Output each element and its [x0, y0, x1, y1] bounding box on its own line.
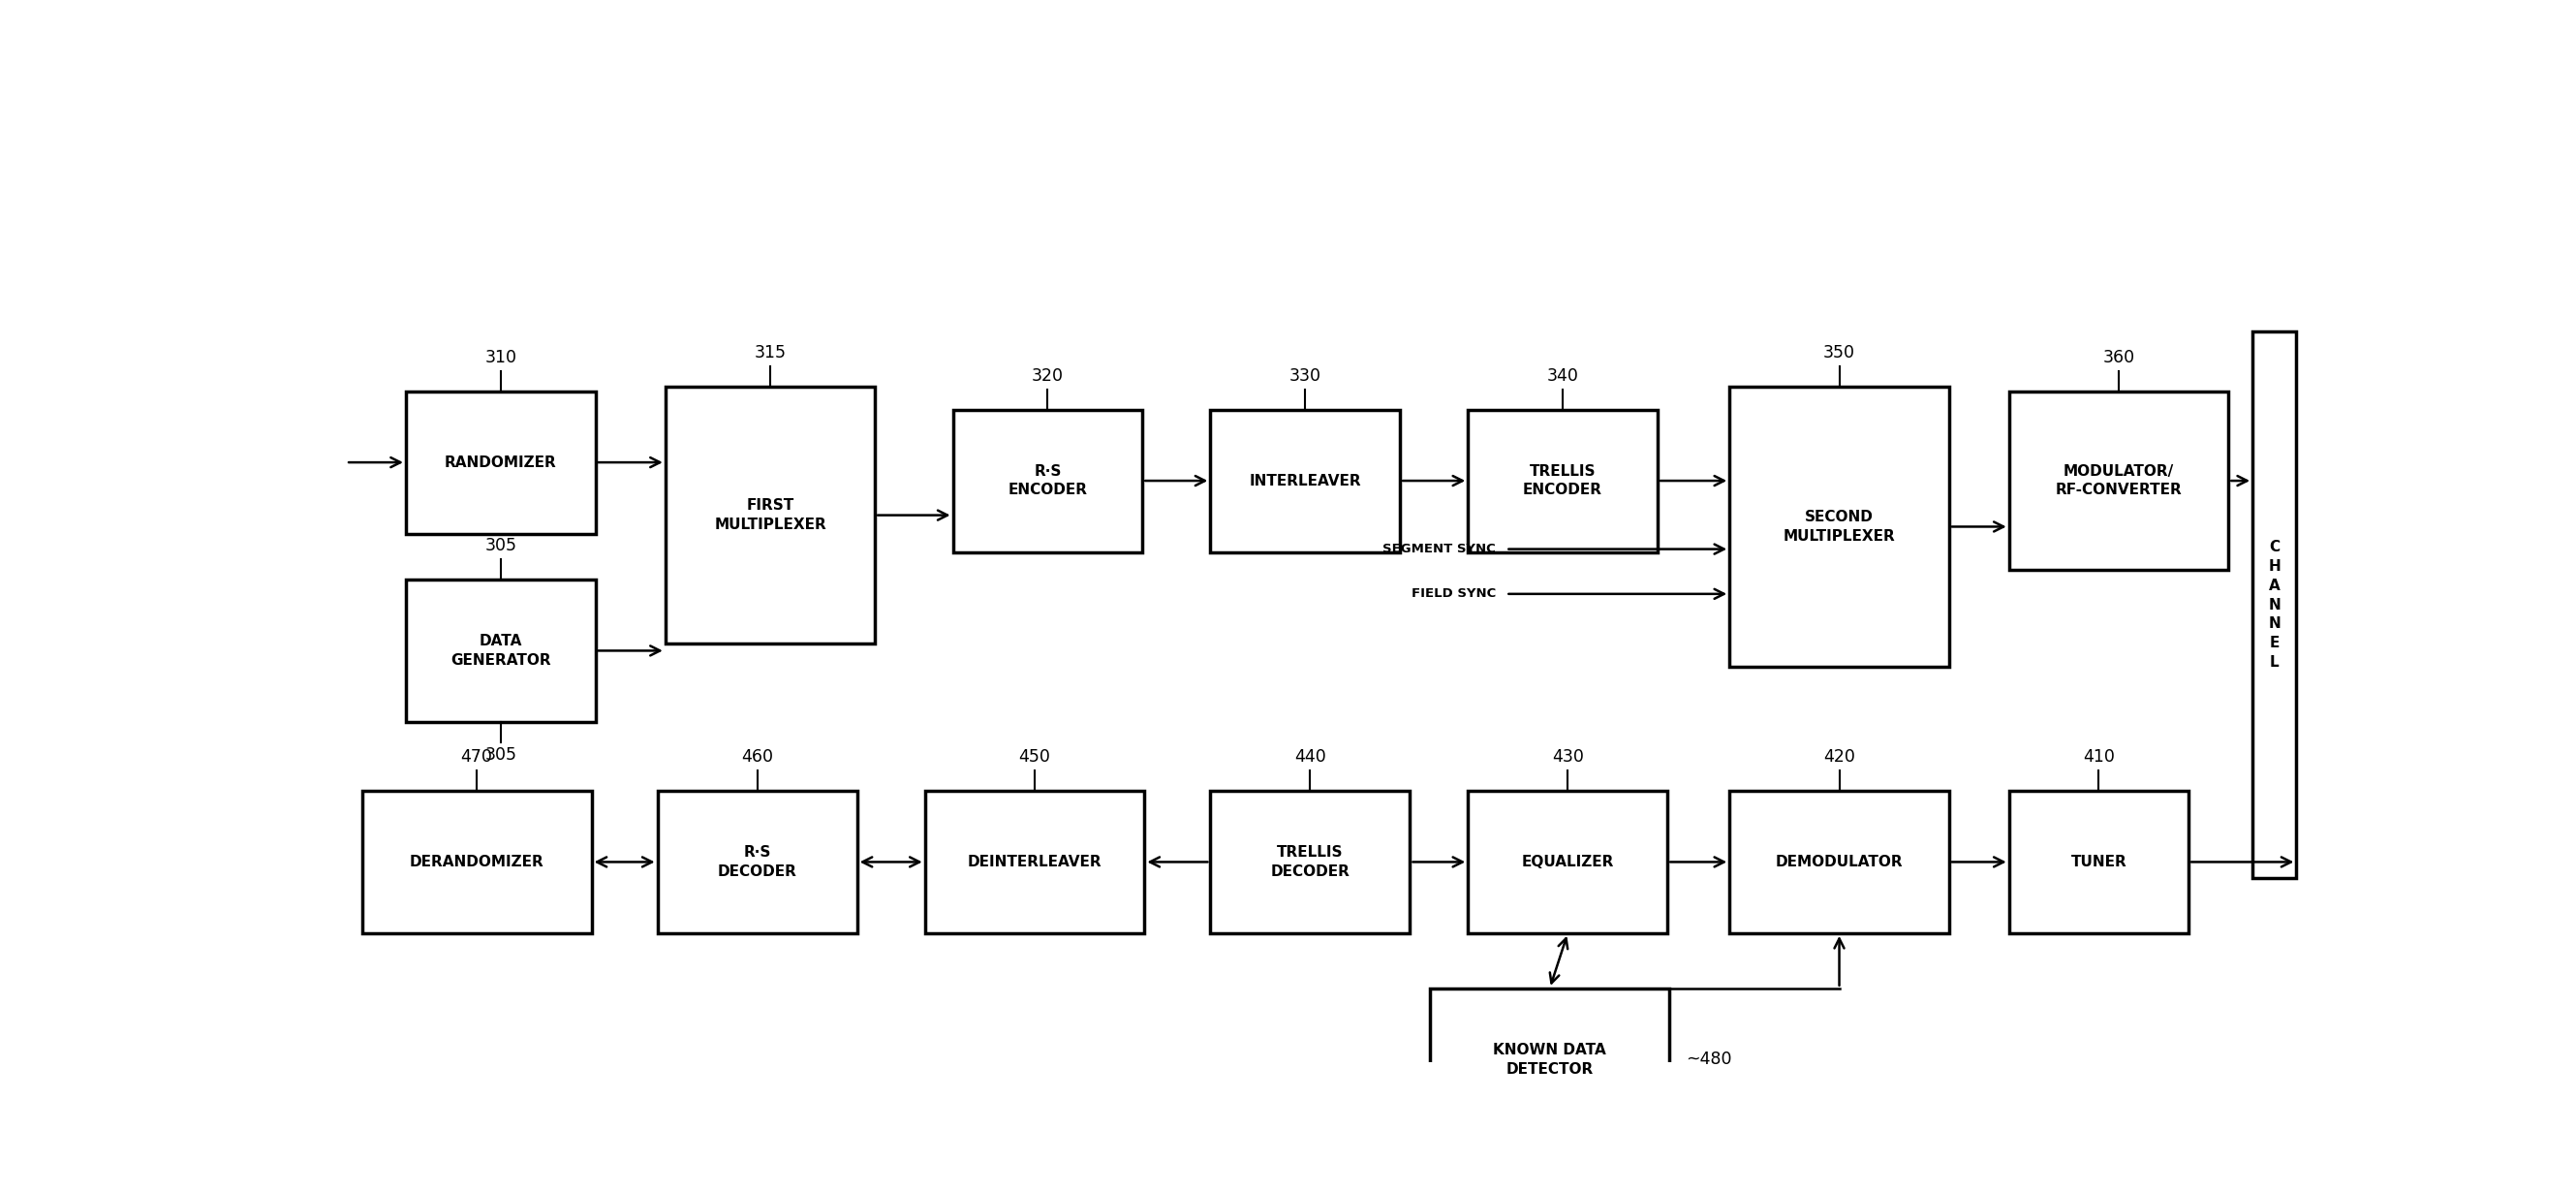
Text: RANDOMIZER: RANDOMIZER [446, 455, 556, 470]
Text: 460: 460 [742, 748, 773, 766]
FancyBboxPatch shape [657, 791, 858, 933]
FancyBboxPatch shape [2251, 332, 2295, 878]
Text: DERANDOMIZER: DERANDOMIZER [410, 854, 544, 870]
FancyBboxPatch shape [665, 387, 876, 644]
Text: ~480: ~480 [1685, 1051, 1731, 1068]
FancyBboxPatch shape [361, 791, 592, 933]
Text: 360: 360 [2102, 348, 2136, 366]
Text: TRELLIS
DECODER: TRELLIS DECODER [1270, 845, 1350, 879]
Text: INTERLEAVER: INTERLEAVER [1249, 474, 1360, 488]
FancyBboxPatch shape [1430, 988, 1669, 1131]
Text: 350: 350 [1824, 345, 1855, 361]
FancyBboxPatch shape [953, 409, 1144, 552]
FancyBboxPatch shape [407, 580, 595, 722]
Text: 470: 470 [461, 748, 492, 766]
Text: 430: 430 [1551, 748, 1584, 766]
FancyBboxPatch shape [1211, 409, 1401, 552]
Text: TRELLIS
ENCODER: TRELLIS ENCODER [1522, 464, 1602, 497]
Text: DATA
GENERATOR: DATA GENERATOR [451, 633, 551, 668]
FancyBboxPatch shape [2009, 791, 2190, 933]
Text: 340: 340 [1546, 367, 1579, 385]
Text: SEGMENT SYNC: SEGMENT SYNC [1383, 543, 1497, 556]
Text: 410: 410 [2084, 748, 2115, 766]
Text: R·S
DECODER: R·S DECODER [719, 845, 796, 879]
Text: C
H
A
N
N
E
L: C H A N N E L [2269, 540, 2280, 669]
Text: 305: 305 [484, 747, 518, 765]
Text: DEINTERLEAVER: DEINTERLEAVER [969, 854, 1103, 870]
Text: 330: 330 [1288, 367, 1321, 385]
FancyBboxPatch shape [1468, 409, 1656, 552]
Text: 310: 310 [484, 348, 518, 366]
Text: 440: 440 [1293, 748, 1327, 766]
Text: R·S
ENCODER: R·S ENCODER [1007, 464, 1087, 497]
FancyBboxPatch shape [1728, 387, 1950, 667]
Text: TUNER: TUNER [2071, 854, 2128, 870]
Text: EQUALIZER: EQUALIZER [1522, 854, 1615, 870]
Text: KNOWN DATA
DETECTOR: KNOWN DATA DETECTOR [1494, 1043, 1607, 1076]
FancyBboxPatch shape [1728, 791, 1950, 933]
Text: 305: 305 [484, 537, 518, 555]
Text: MODULATOR/
RF-CONVERTER: MODULATOR/ RF-CONVERTER [2056, 464, 2182, 497]
Text: DEMODULATOR: DEMODULATOR [1775, 854, 1904, 870]
FancyBboxPatch shape [1211, 791, 1409, 933]
Text: 420: 420 [1824, 748, 1855, 766]
FancyBboxPatch shape [407, 391, 595, 533]
Text: FIRST
MULTIPLEXER: FIRST MULTIPLEXER [714, 499, 827, 532]
Text: 315: 315 [755, 345, 786, 361]
FancyBboxPatch shape [1468, 791, 1667, 933]
Text: 320: 320 [1033, 367, 1064, 385]
Text: SECOND
MULTIPLEXER: SECOND MULTIPLEXER [1783, 509, 1896, 544]
Text: FIELD SYNC: FIELD SYNC [1412, 588, 1497, 600]
FancyBboxPatch shape [2009, 391, 2228, 570]
Text: 450: 450 [1018, 748, 1051, 766]
FancyBboxPatch shape [925, 791, 1144, 933]
